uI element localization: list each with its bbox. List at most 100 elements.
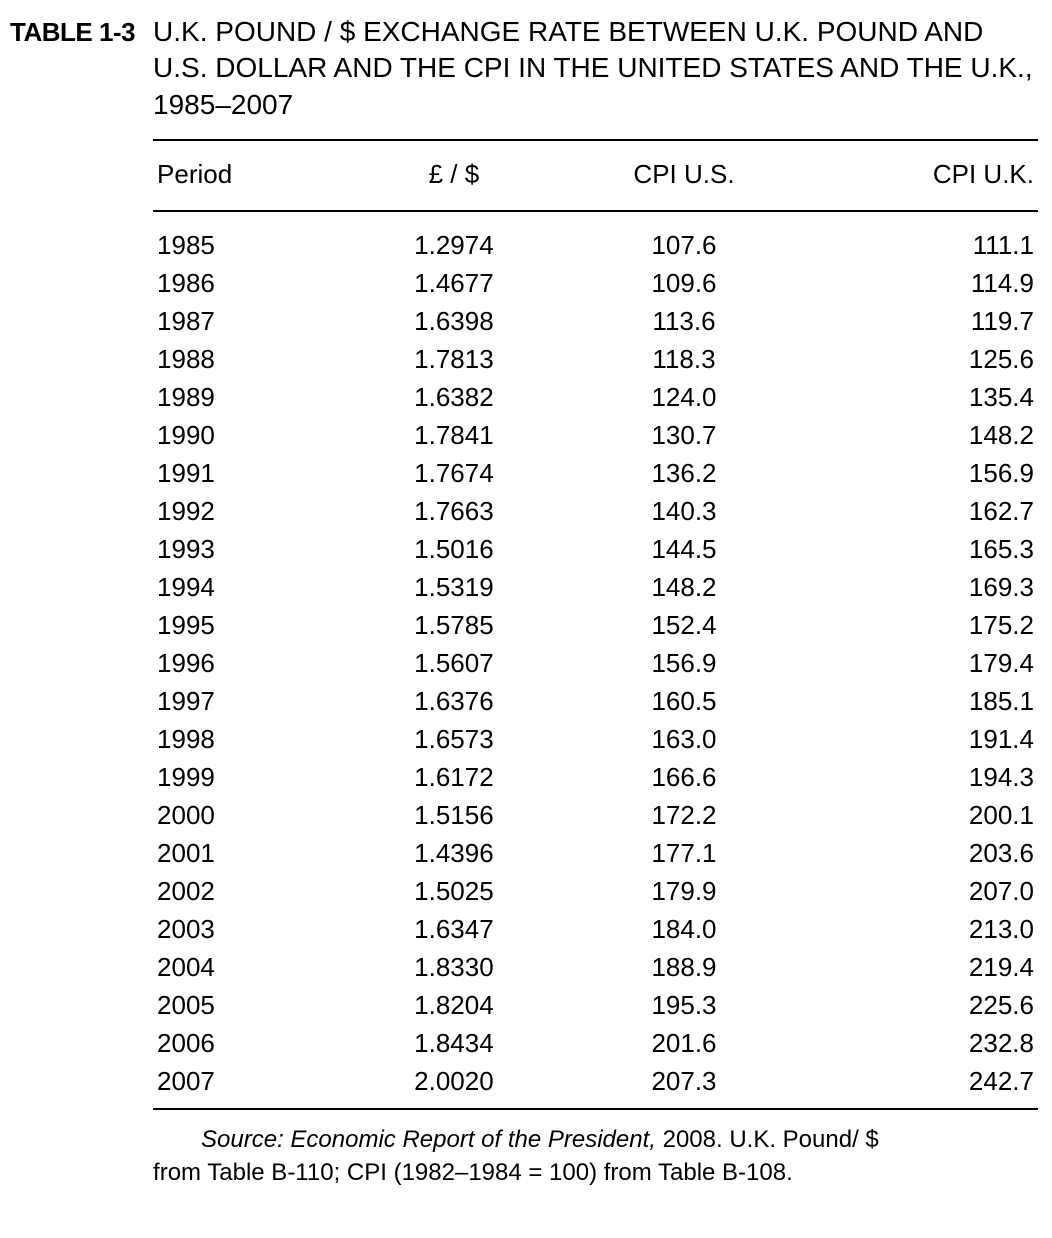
data-table: Period £ / $ CPI U.S. CPI U.K. 19851.297… — [153, 139, 1038, 1110]
table-cell: 1986 — [153, 264, 348, 302]
table-cell: 203.6 — [808, 834, 1038, 872]
table-cell: 1.7813 — [348, 340, 560, 378]
table-cell: 1.5319 — [348, 568, 560, 606]
col-header-cpi-uk: CPI U.K. — [808, 140, 1038, 211]
table-cell: 136.2 — [560, 454, 808, 492]
table-row: 19901.7841130.7148.2 — [153, 416, 1038, 454]
table-cell: 1.8330 — [348, 948, 560, 986]
table-cell: 156.9 — [808, 454, 1038, 492]
table-cell: 172.2 — [560, 796, 808, 834]
source-after-italic: 2008. U.K. Pound/ $ — [656, 1126, 879, 1153]
source-italic: Source: Economic Report of the President… — [201, 1126, 656, 1153]
col-header-period: Period — [153, 140, 348, 211]
table-cell: 169.3 — [808, 568, 1038, 606]
table-cell: 1.5025 — [348, 872, 560, 910]
table-cell: 175.2 — [808, 606, 1038, 644]
table-cell: 113.6 — [560, 302, 808, 340]
table-row: 20051.8204195.3225.6 — [153, 986, 1038, 1024]
table-cell: 124.0 — [560, 378, 808, 416]
table-label: TABLE 1-3 — [10, 14, 135, 48]
table-cell: 156.9 — [560, 644, 808, 682]
table-cell: 148.2 — [560, 568, 808, 606]
col-header-rate: £ / $ — [348, 140, 560, 211]
table-cell: 1.2974 — [348, 211, 560, 264]
table-cell: 148.2 — [808, 416, 1038, 454]
table-row: 19941.5319148.2169.3 — [153, 568, 1038, 606]
table-cell: 1992 — [153, 492, 348, 530]
table-cell: 144.5 — [560, 530, 808, 568]
table-cell: 1.7674 — [348, 454, 560, 492]
table-row: 20031.6347184.0213.0 — [153, 910, 1038, 948]
table-cell: 1985 — [153, 211, 348, 264]
table-cell: 1994 — [153, 568, 348, 606]
table-cell: 1.8204 — [348, 986, 560, 1024]
table-cell: 1.4677 — [348, 264, 560, 302]
table-cell: 195.3 — [560, 986, 808, 1024]
table-cell: 1990 — [153, 416, 348, 454]
table-cell: 2003 — [153, 910, 348, 948]
table-cell: 1987 — [153, 302, 348, 340]
table-cell: 1989 — [153, 378, 348, 416]
table-cell: 2002 — [153, 872, 348, 910]
table-cell: 162.7 — [808, 492, 1038, 530]
table-cell: 207.0 — [808, 872, 1038, 910]
table-cell: 185.1 — [808, 682, 1038, 720]
table-cell: 1.7663 — [348, 492, 560, 530]
table-row: 20001.5156172.2200.1 — [153, 796, 1038, 834]
table-cell: 140.3 — [560, 492, 808, 530]
table-source: Source: Economic Report of the President… — [153, 1110, 1038, 1189]
table-row: 19971.6376160.5185.1 — [153, 682, 1038, 720]
col-header-cpi-us: CPI U.S. — [560, 140, 808, 211]
table-cell: 1993 — [153, 530, 348, 568]
table-cell: 135.4 — [808, 378, 1038, 416]
table-cell: 191.4 — [808, 720, 1038, 758]
table-title: U.K. POUND / $ EXCHANGE RATE BETWEEN U.K… — [153, 14, 1038, 123]
table-cell: 166.6 — [560, 758, 808, 796]
table-cell: 177.1 — [560, 834, 808, 872]
table-row: 19861.4677109.6114.9 — [153, 264, 1038, 302]
table-cell: 1.6347 — [348, 910, 560, 948]
table-cell: 194.3 — [808, 758, 1038, 796]
table-cell: 1.4396 — [348, 834, 560, 872]
table-cell: 1995 — [153, 606, 348, 644]
table-row: 19871.6398113.6119.7 — [153, 302, 1038, 340]
table-header-row: Period £ / $ CPI U.S. CPI U.K. — [153, 140, 1038, 211]
table-row: 20061.8434201.6232.8 — [153, 1024, 1038, 1062]
table-cell: 1.6382 — [348, 378, 560, 416]
table-cell: 2000 — [153, 796, 348, 834]
table-cell: 1999 — [153, 758, 348, 796]
table-cell: 1.5607 — [348, 644, 560, 682]
table-cell: 119.7 — [808, 302, 1038, 340]
table-cell: 118.3 — [560, 340, 808, 378]
table-cell: 163.0 — [560, 720, 808, 758]
table-cell: 152.4 — [560, 606, 808, 644]
table-cell: 179.9 — [560, 872, 808, 910]
table-cell: 111.1 — [808, 211, 1038, 264]
table-cell: 219.4 — [808, 948, 1038, 986]
table-cell: 125.6 — [808, 340, 1038, 378]
table-cell: 242.7 — [808, 1062, 1038, 1109]
table-row: 20041.8330188.9219.4 — [153, 948, 1038, 986]
table-cell: 1.6398 — [348, 302, 560, 340]
table-row: 20021.5025179.9207.0 — [153, 872, 1038, 910]
table-cell: 213.0 — [808, 910, 1038, 948]
table-row: 20011.4396177.1203.6 — [153, 834, 1038, 872]
table-block: U.K. POUND / $ EXCHANGE RATE BETWEEN U.K… — [153, 14, 1038, 1189]
table-cell: 232.8 — [808, 1024, 1038, 1062]
table-cell: 1.5016 — [348, 530, 560, 568]
table-cell: 1.5156 — [348, 796, 560, 834]
table-cell: 1988 — [153, 340, 348, 378]
table-cell: 188.9 — [560, 948, 808, 986]
table-cell: 165.3 — [808, 530, 1038, 568]
table-cell: 130.7 — [560, 416, 808, 454]
table-cell: 109.6 — [560, 264, 808, 302]
table-cell: 1998 — [153, 720, 348, 758]
table-body: 19851.2974107.6111.119861.4677109.6114.9… — [153, 211, 1038, 1109]
table-cell: 2001 — [153, 834, 348, 872]
table-cell: 1997 — [153, 682, 348, 720]
table-cell: 160.5 — [560, 682, 808, 720]
table-cell: 107.6 — [560, 211, 808, 264]
table-row: 19931.5016144.5165.3 — [153, 530, 1038, 568]
table-cell: 1.7841 — [348, 416, 560, 454]
table-row: 19961.5607156.9179.4 — [153, 644, 1038, 682]
